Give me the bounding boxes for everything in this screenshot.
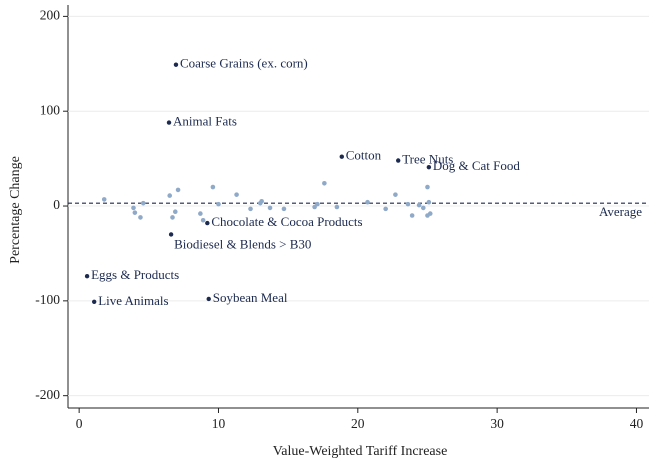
x-axis-title: Value-Weighted Tariff Increase: [273, 444, 448, 459]
x-tick-label: 40: [630, 416, 644, 431]
y-tick-label: -100: [35, 292, 60, 307]
point: [248, 206, 253, 212]
point: [425, 184, 430, 190]
point: [267, 205, 273, 211]
point: [167, 193, 173, 198]
point: [170, 215, 175, 220]
point: [315, 201, 320, 207]
point-label: Dog & Cat Food: [433, 158, 521, 173]
point: [132, 210, 138, 215]
point: [259, 198, 264, 204]
x-tick-label: 0: [76, 416, 83, 431]
reference-label: Average: [599, 204, 642, 219]
x-tick-label: 20: [351, 416, 365, 431]
point: [425, 213, 430, 218]
point: [312, 204, 317, 210]
point-label: Live Animals: [98, 293, 168, 308]
point: [101, 197, 107, 202]
point: [365, 199, 370, 205]
point: [405, 201, 411, 207]
point: [168, 232, 174, 237]
point: [396, 158, 401, 163]
y-tick-label: 100: [40, 102, 61, 117]
point: [409, 213, 415, 218]
point: [416, 202, 422, 208]
point-label: Animal Fats: [173, 114, 237, 129]
point: [210, 184, 216, 190]
point-label: Biodiesel & Blends > B30: [174, 236, 311, 251]
point: [420, 205, 426, 211]
y-tick-label: -200: [35, 387, 60, 402]
point: [334, 204, 340, 210]
point: [322, 180, 327, 186]
point: [172, 209, 178, 215]
point: [200, 217, 206, 223]
x-tick-label: 10: [212, 416, 226, 431]
point: [91, 299, 97, 304]
point: [426, 164, 432, 170]
point: [216, 201, 221, 207]
y-tick-label: 0: [53, 197, 60, 212]
point: [173, 62, 179, 67]
point-label: Soybean Meal: [213, 290, 288, 305]
x-tick-label: 30: [490, 416, 504, 431]
point: [281, 206, 287, 212]
point: [393, 192, 398, 197]
point: [426, 199, 432, 205]
point-label: Eggs & Products: [91, 267, 179, 282]
point: [138, 215, 143, 220]
point: [339, 154, 344, 159]
point-label: Tree Nuts: [402, 151, 453, 166]
point: [131, 205, 136, 211]
point-label: Cotton: [346, 148, 382, 163]
y-tick-label: 200: [40, 7, 61, 22]
point: [383, 206, 388, 212]
point: [198, 211, 203, 216]
point-label: Coarse Grains (ex. corn): [180, 56, 308, 71]
point: [166, 120, 172, 125]
point: [175, 187, 181, 193]
point: [234, 192, 239, 197]
point: [206, 296, 211, 302]
point: [140, 200, 146, 206]
y-axis-title: Percentage Change: [8, 156, 23, 264]
point: [205, 220, 210, 226]
point-label: Chocolate & Cocoa Products: [211, 214, 362, 229]
point: [84, 273, 90, 279]
